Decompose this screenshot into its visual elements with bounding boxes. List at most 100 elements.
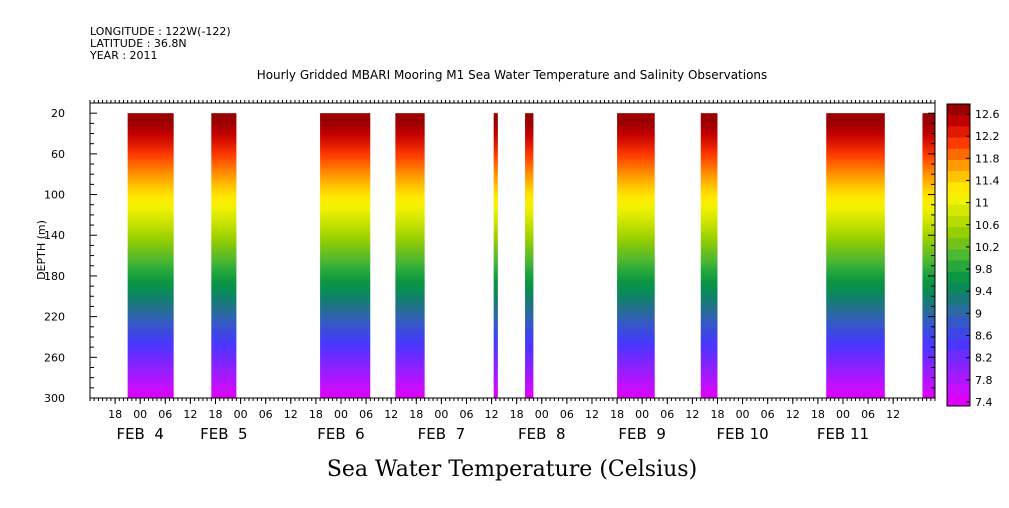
x-date-label: FEB 4 — [116, 425, 163, 443]
x-tick-label: 12 — [485, 408, 499, 421]
x-tick-label: 18 — [610, 408, 624, 421]
x-tick-label: 00 — [836, 408, 850, 421]
colorbar-label: 12.2 — [975, 130, 1000, 143]
x-date-label: FEB 8 — [518, 425, 565, 443]
axes-layer: 18 00 06 12 18 00 06 12 18 00 06 12 18 00 06 12 18 00 06 12… — [44, 100, 936, 443]
colorbar-swatch — [947, 361, 970, 373]
colorbar-swatch — [947, 215, 970, 228]
data-block — [826, 113, 885, 398]
y-tick-label: 60 — [51, 148, 65, 161]
colorbar-swatch — [947, 238, 970, 250]
longitude-label: LONGITUDE : 122W(-122) — [90, 25, 231, 38]
x-tick-label: 06 — [660, 408, 674, 421]
footer-label: Sea Water Temperature (Celsius) — [327, 457, 697, 482]
colorbar-label: 12.6 — [975, 108, 1000, 121]
x-date-label: FEB 9 — [618, 425, 665, 443]
y-tick-label: 20 — [51, 107, 65, 120]
x-tick-label: 18 — [409, 408, 423, 421]
x-tick-label: 06 — [560, 408, 574, 421]
data-block — [395, 113, 425, 398]
colorbar-swatch — [947, 159, 970, 172]
data-block — [617, 113, 655, 398]
colorbar-label: 10.6 — [975, 219, 1000, 232]
colorbar-swatch — [947, 204, 970, 217]
colorbar-swatch — [947, 182, 970, 194]
colorbar-frame — [946, 103, 971, 407]
y-tick-label: 260 — [44, 351, 65, 364]
colorbar-swatch — [947, 394, 970, 407]
x-tick-label: 12 — [384, 408, 398, 421]
x-tick-label: 12 — [886, 408, 900, 421]
data-blocks-layer — [127, 113, 935, 398]
colorbar-label: 7.4 — [975, 396, 993, 409]
x-tick-label: 00 — [635, 408, 649, 421]
x-tick-label: 18 — [811, 408, 825, 421]
y-tick-label: 220 — [44, 311, 65, 324]
x-date-label: FEB 11 — [817, 425, 869, 443]
data-block — [211, 113, 237, 398]
colorbar-swatch — [947, 350, 970, 362]
y-tick-label: 300 — [44, 392, 65, 405]
year-label: YEAR : 2011 — [89, 49, 158, 62]
x-tick-label: 06 — [359, 408, 373, 421]
colorbar-swatch — [947, 249, 970, 262]
x-tick-label: 00 — [234, 408, 248, 421]
x-tick-label: 18 — [710, 408, 724, 421]
colorbar-label: 11.4 — [975, 174, 1000, 187]
colorbar-swatch — [947, 104, 970, 116]
colorbar-swatch — [947, 227, 970, 239]
colorbar-label: 11.8 — [975, 152, 1000, 165]
x-tick-label: 18 — [510, 408, 524, 421]
data-block — [525, 113, 534, 398]
colorbar-label: 7.8 — [975, 374, 993, 387]
x-tick-label: 06 — [459, 408, 473, 421]
y-axis-label: DEPTH (m) — [35, 220, 48, 280]
colorbar-swatch — [947, 316, 970, 329]
colorbar-label: 9.4 — [975, 285, 993, 298]
x-tick-label: 00 — [133, 408, 147, 421]
x-date-label: FEB 7 — [418, 425, 465, 443]
colorbar-swatch — [947, 282, 970, 295]
colorbar-swatch — [947, 193, 970, 206]
chart-title: Hourly Gridded MBARI Mooring M1 Sea Wate… — [257, 68, 768, 82]
x-date-label: FEB 6 — [317, 425, 364, 443]
x-tick-label: 18 — [108, 408, 122, 421]
x-tick-label: 00 — [334, 408, 348, 421]
colorbar-label: 8.6 — [975, 330, 993, 343]
x-tick-label: 12 — [585, 408, 599, 421]
x-tick-label: 12 — [685, 408, 699, 421]
y-tick-label: 180 — [44, 270, 65, 283]
x-tick-label: 18 — [309, 408, 323, 421]
colorbar-label: 10.2 — [975, 241, 1000, 254]
colorbar-swatch — [947, 271, 970, 284]
colorbar-swatch — [947, 137, 970, 150]
colorbar-label: 9 — [975, 307, 982, 320]
colorbar-swatch — [947, 115, 970, 127]
colorbar-swatch — [947, 338, 970, 351]
x-tick-label: 06 — [761, 408, 775, 421]
x-tick-label: 06 — [861, 408, 875, 421]
x-tick-label: 12 — [786, 408, 800, 421]
colorbar-swatch — [947, 327, 970, 340]
data-block — [127, 113, 174, 398]
x-tick-label: 12 — [284, 408, 298, 421]
x-tick-label: 18 — [208, 408, 222, 421]
x-tick-label: 00 — [434, 408, 448, 421]
colorbar-swatch — [947, 126, 970, 139]
colorbar-swatch — [947, 294, 970, 306]
x-tick-label: 12 — [183, 408, 197, 421]
data-block — [493, 113, 498, 398]
y-tick-label: 140 — [44, 229, 65, 242]
colorbar-label: 8.2 — [975, 352, 993, 365]
colorbar-swatch — [947, 305, 970, 318]
colorbar-label: 11 — [975, 197, 989, 210]
colorbar-swatch — [947, 171, 970, 183]
x-date-label: FEB 10 — [716, 425, 768, 443]
data-block — [700, 113, 718, 398]
x-tick-label: 06 — [158, 408, 172, 421]
x-date-label: FEB 5 — [200, 425, 247, 443]
x-tick-label: 06 — [259, 408, 273, 421]
colorbar-swatch — [947, 148, 970, 161]
